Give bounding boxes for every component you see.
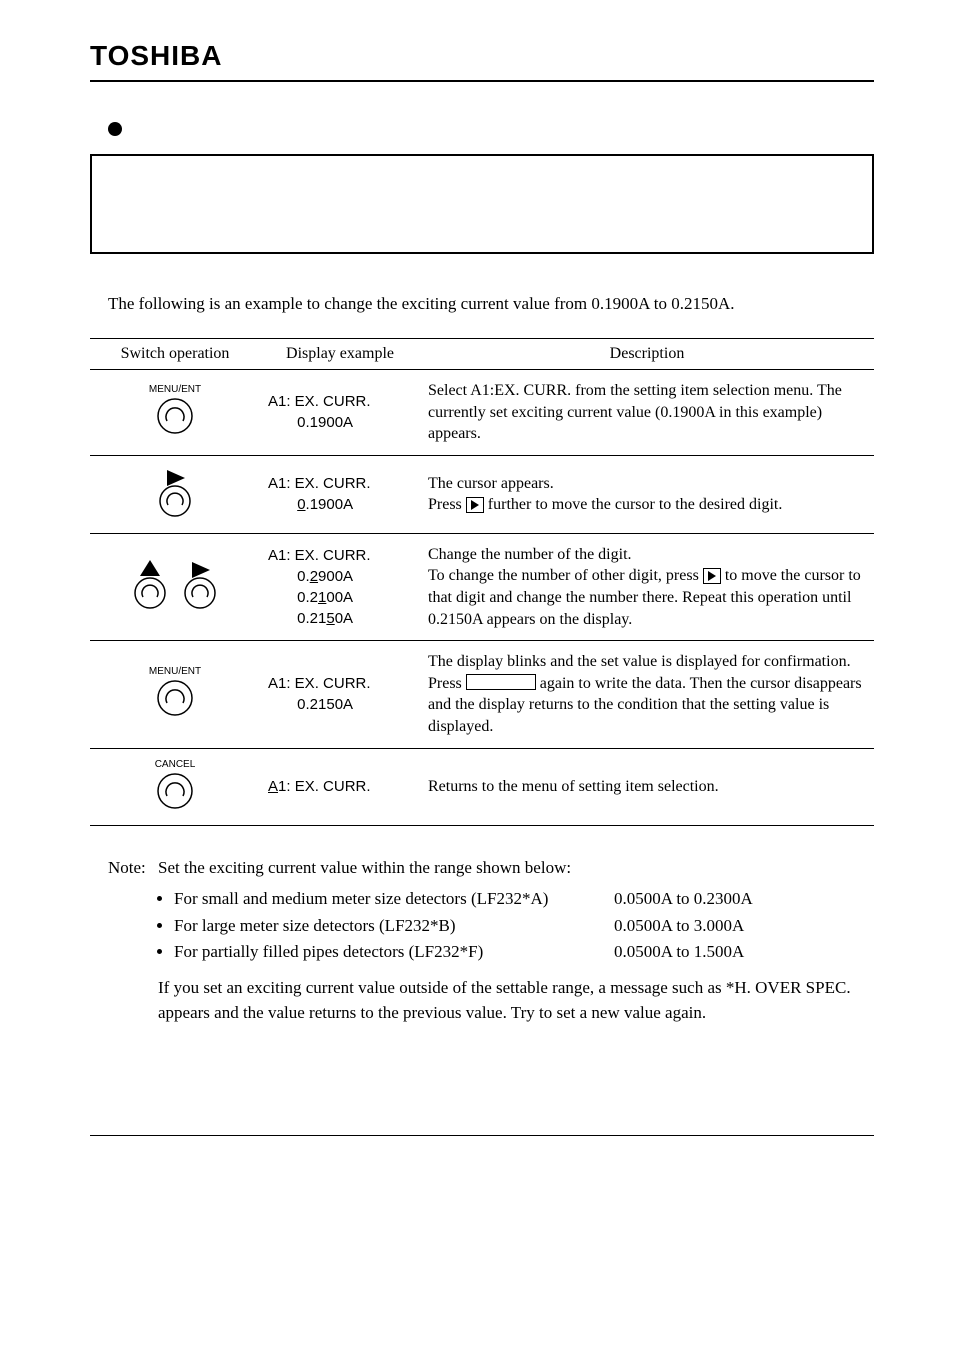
intro-paragraph: The following is an example to change th…: [108, 294, 874, 314]
right-key-icon: [703, 568, 721, 584]
table-row: MENU/ENT A1: EX. CURR. 0.1900A Select A1…: [90, 370, 874, 456]
brand-logo: TOSHIBA: [90, 40, 874, 72]
up-arrow-button-icon: [130, 558, 170, 615]
note-list: For small and medium meter size detector…: [174, 886, 874, 966]
operation-table: Switch operation Display example Descrip…: [90, 338, 874, 826]
switch-label: CANCEL: [98, 759, 252, 770]
section-bullet: [108, 122, 874, 136]
description-text: The cursor appears. Press further to mov…: [420, 455, 874, 533]
description-text: The display blinks and the set value is …: [420, 641, 874, 748]
table-row: CANCEL A1: EX. CURR. Returns to the menu…: [90, 748, 874, 825]
header-rule: [90, 80, 874, 82]
right-key-icon: [466, 497, 484, 513]
cancel-button-icon: [155, 772, 195, 815]
footer-rule: [90, 1135, 874, 1136]
note-block: Note: Set the exciting current value wit…: [108, 856, 874, 1026]
display-text: A1: EX. CURR. 0.1900A: [268, 473, 412, 515]
th-display: Display example: [260, 339, 420, 370]
right-arrow-button-icon: [155, 466, 195, 523]
display-text: A1: EX. CURR. 0.2900A 0.2100A 0.2150A: [268, 545, 412, 629]
display-text: A1: EX. CURR.: [268, 776, 412, 797]
blank-key-icon: [466, 674, 536, 690]
menu-ent-button-icon: [155, 679, 195, 722]
table-row: MENU/ENT A1: EX. CURR. 0.2150A The displ…: [90, 641, 874, 748]
switch-label: MENU/ENT: [98, 666, 252, 677]
bullet-dot-icon: [108, 122, 122, 136]
description-text: Select A1:EX. CURR. from the setting ite…: [420, 370, 874, 456]
list-item: For small and medium meter size detector…: [174, 886, 874, 913]
note-intro: Set the exciting current value within th…: [158, 856, 571, 881]
description-text: Change the number of the digit. To chang…: [420, 533, 874, 640]
display-text: A1: EX. CURR. 0.2150A: [268, 673, 412, 715]
caution-box: [90, 154, 874, 254]
th-desc: Description: [420, 339, 874, 370]
list-item: For partially filled pipes detectors (LF…: [174, 939, 874, 966]
menu-ent-button-icon: [155, 397, 195, 440]
logo-text: TOSHIBA: [90, 40, 223, 72]
display-text: A1: EX. CURR. 0.1900A: [268, 391, 412, 433]
th-switch: Switch operation: [90, 339, 260, 370]
note-label: Note:: [108, 856, 158, 881]
switch-label: MENU/ENT: [98, 384, 252, 395]
right-arrow-button-icon: [180, 558, 220, 615]
description-text: Returns to the menu of setting item sele…: [420, 748, 874, 825]
note-paragraph: If you set an exciting current value out…: [158, 976, 874, 1025]
table-row: A1: EX. CURR. 0.2900A 0.2100A 0.2150A Ch…: [90, 533, 874, 640]
list-item: For large meter size detectors (LF232*B)…: [174, 913, 874, 940]
table-row: A1: EX. CURR. 0.1900A The cursor appears…: [90, 455, 874, 533]
